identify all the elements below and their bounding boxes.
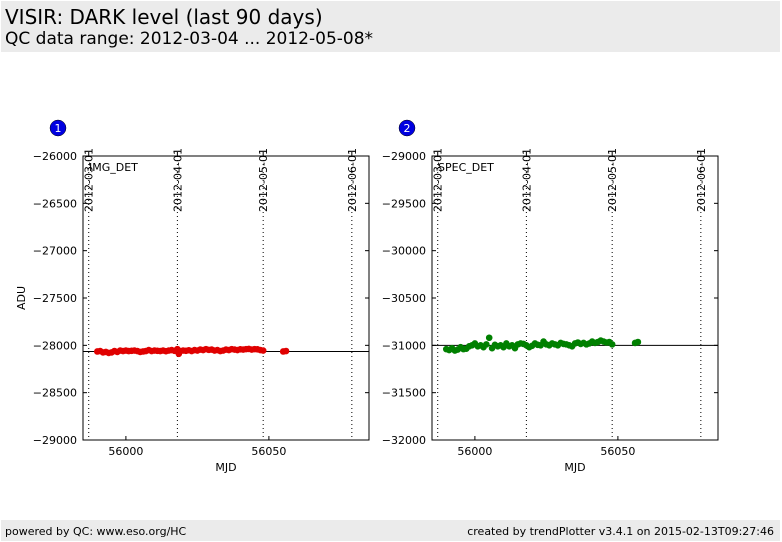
date-label: 2012-04-01 [171,148,184,212]
y-tick-label: −32000 [382,434,426,447]
data-point [282,347,290,355]
date-label: 2012-05-01 [606,148,619,212]
report-header: VISIR: DARK level (last 90 days) QC data… [1,1,780,52]
y-tick-label: −29000 [382,150,426,163]
plot-frame [82,155,370,441]
date-label: 2012-03-01 [432,148,445,212]
date-label: 2012-06-01 [346,148,359,212]
data-point [483,341,490,348]
y-tick-label: −30500 [382,292,426,305]
y-tick-label: −31500 [382,387,426,400]
x-tick-label: 56000 [457,445,492,458]
x-tick-label: 56050 [251,445,286,458]
y-tick-label: −27500 [33,292,77,305]
y-tick-label: −28500 [33,387,77,400]
x-axis-label: MJD [564,461,585,474]
report-subtitle: QC data range: 2012-03-04 ... 2012-05-08… [5,29,374,49]
chart-panel-1: 2012-03-01 2012-04-01 2012-05-01 2012-06-01… [15,119,370,474]
footer-created-by: created by trendPlotter v3.4.1 on 2015-0… [467,525,774,538]
y-axis-label: ADU [15,286,28,310]
date-label: 2012-03-01 [83,148,96,212]
data-point [485,334,493,342]
panel-badge-number: 2 [404,122,411,135]
x-axis-label: MJD [215,461,236,474]
report-footer: powered by QC: www.eso.org/HC created by… [1,520,780,541]
y-tick-label: −29000 [33,434,77,447]
panel-badge [398,119,416,137]
panel-label: IMG_DET [89,161,138,174]
report-title: VISIR: DARK level (last 90 days) [5,5,323,29]
x-tick-label: 56000 [108,445,143,458]
plot-frame [431,155,719,441]
data-point [634,338,642,346]
footer-powered-by: powered by QC: www.eso.org/HC [5,525,187,538]
y-tick-label: −29500 [382,197,426,210]
panel-label: SPEC_DET [438,161,494,174]
chart-panel-2: 2012-03-01 2012-04-01 2012-05-01 2012-06-01… [382,119,719,474]
x-tick-label: 56050 [600,445,635,458]
date-label: 2012-05-01 [257,148,270,212]
y-tick-label: −27000 [33,245,77,258]
y-tick-label: −31000 [382,339,426,352]
date-label: 2012-06-01 [695,148,708,212]
data-point [608,341,616,348]
y-tick-label: −26000 [33,150,77,163]
date-label: 2012-04-01 [520,148,533,212]
y-tick-label: −28000 [33,339,77,352]
data-point [259,347,267,354]
panel-badge-number: 1 [55,122,62,135]
panel-badge [49,119,67,137]
y-tick-label: −26500 [33,197,77,210]
y-tick-label: −30000 [382,245,426,258]
